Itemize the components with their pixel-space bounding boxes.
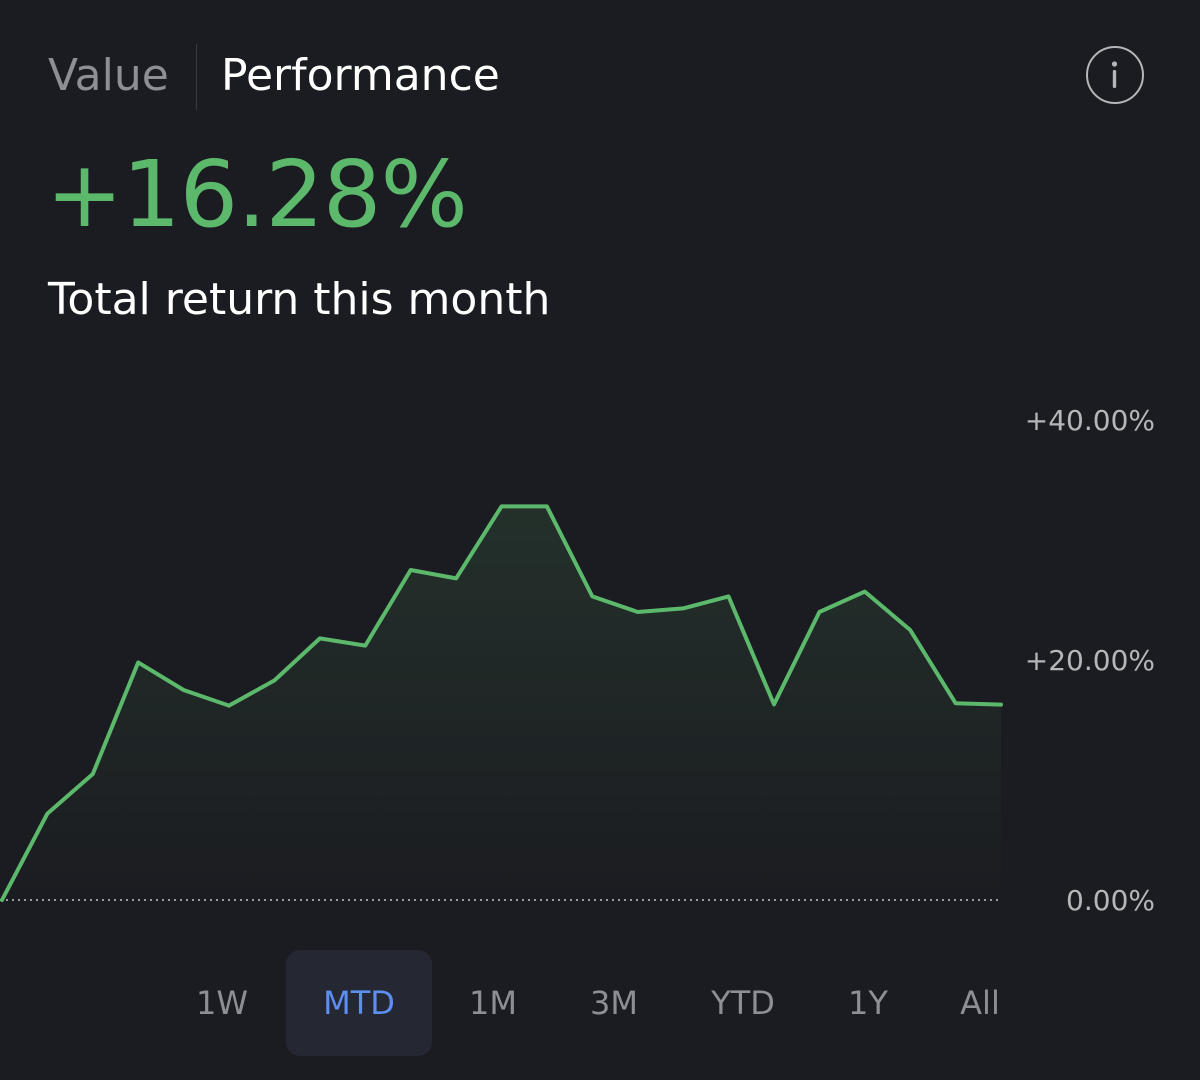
y-tick-label: 0.00%	[1066, 884, 1155, 917]
tab-value[interactable]: Value	[48, 50, 169, 101]
total-return-value: +16.28%	[46, 141, 468, 248]
total-return-caption: Total return this month	[48, 274, 551, 325]
range-selector: 1W MTD 1M 3M YTD 1Y All	[0, 950, 1200, 1056]
info-icon	[1111, 61, 1118, 88]
info-button[interactable]	[1086, 46, 1144, 104]
range-option-all[interactable]: All	[960, 984, 1000, 1022]
range-option-3m[interactable]: 3M	[590, 984, 638, 1022]
performance-chart[interactable]: +40.00% +20.00% 0.00%	[0, 380, 1200, 920]
range-option-1m[interactable]: 1M	[469, 984, 517, 1022]
range-option-1w[interactable]: 1W	[196, 984, 248, 1022]
y-tick-label: +40.00%	[1025, 404, 1155, 437]
chart-area-fill	[2, 506, 1001, 900]
chart-series-line	[0, 504, 1003, 902]
range-option-ytd[interactable]: YTD	[711, 984, 775, 1022]
tab-performance[interactable]: Performance	[221, 50, 500, 101]
range-option-mtd[interactable]: MTD	[286, 950, 432, 1056]
tab-divider	[196, 44, 197, 110]
range-option-1y[interactable]: 1Y	[848, 984, 888, 1022]
y-tick-label: +20.00%	[1025, 644, 1155, 677]
